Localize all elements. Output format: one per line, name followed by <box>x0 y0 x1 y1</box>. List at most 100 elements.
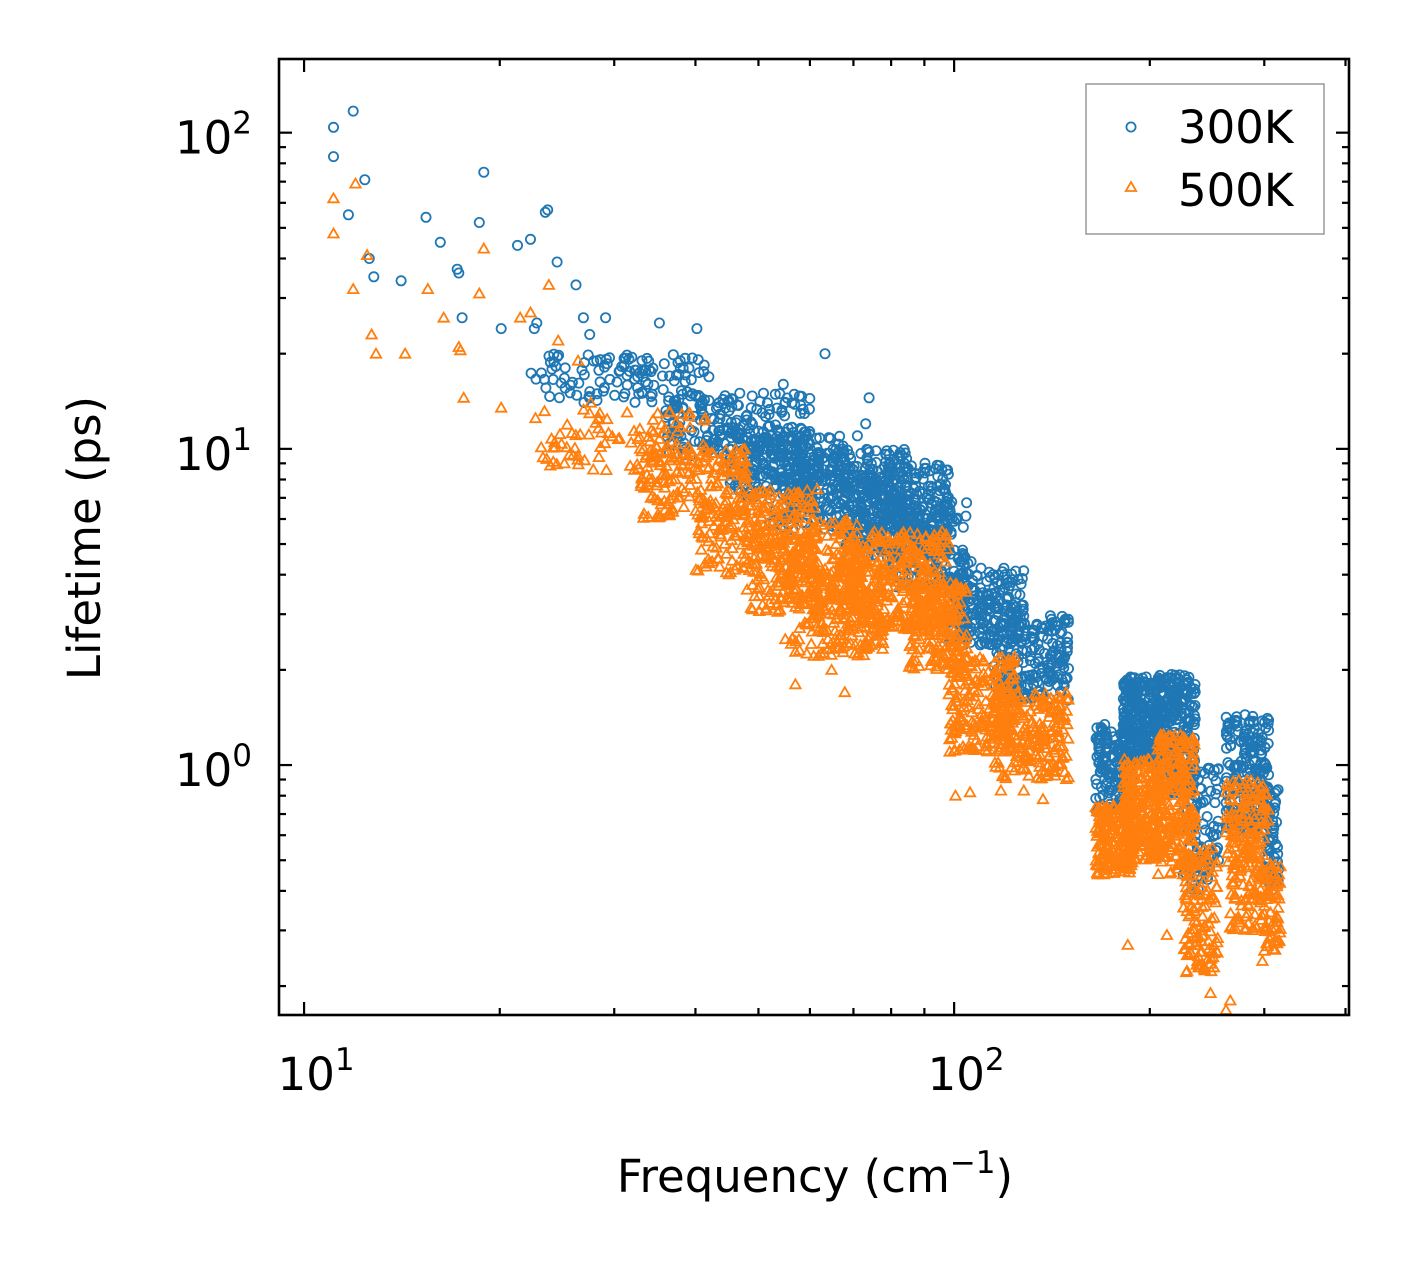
data-point-300k <box>974 582 986 594</box>
data-point-300k <box>368 271 380 283</box>
data-point-300k <box>974 607 986 619</box>
data-point-300k <box>359 174 371 186</box>
data-point-300k <box>559 362 571 374</box>
data-point-300k <box>763 408 775 420</box>
data-point-300k <box>609 389 621 401</box>
data-point-300k <box>528 323 540 335</box>
data-point-300k <box>868 504 880 516</box>
data-point-300k <box>584 386 596 398</box>
data-point-300k <box>555 377 567 389</box>
data-point-300k <box>745 416 757 428</box>
data-point-300k <box>551 256 563 268</box>
data-point-300k <box>1026 644 1038 656</box>
data-point-300k <box>584 328 596 340</box>
data-point-300k <box>961 497 973 509</box>
data-point-300k <box>747 467 759 479</box>
data-point-300k <box>821 468 833 480</box>
data-point-300k <box>616 360 628 372</box>
data-point-300k <box>944 499 956 511</box>
data-point-300k <box>708 433 720 445</box>
data-point-300k <box>840 502 852 514</box>
data-point-300k <box>645 390 657 402</box>
data-point-300k <box>653 317 665 329</box>
data-point-300k <box>917 473 929 485</box>
data-point-300k <box>944 573 956 585</box>
data-point-500k <box>599 463 614 475</box>
data-point-300k <box>1001 627 1013 639</box>
data-point-300k <box>619 387 631 399</box>
data-point-300k <box>814 432 826 444</box>
data-point-300k <box>732 399 744 411</box>
data-point-300k <box>1054 637 1066 649</box>
data-point-300k <box>910 480 922 492</box>
data-point-300k <box>988 626 1000 638</box>
data-point-500k <box>592 450 606 462</box>
data-point-300k <box>897 512 909 524</box>
data-point-300k <box>795 422 807 434</box>
data-point-300k <box>757 470 769 482</box>
data-point-500k <box>537 404 552 417</box>
data-point-300k <box>871 502 883 514</box>
data-point-300k <box>686 352 698 364</box>
data-point-300k <box>712 401 724 413</box>
data-point-300k <box>573 377 585 389</box>
data-point-300k <box>922 488 934 500</box>
data-point-300k <box>1018 565 1030 577</box>
data-point-300k <box>908 482 920 494</box>
data-point-300k <box>843 476 855 488</box>
data-point-300k <box>756 407 768 419</box>
data-point-300k <box>782 432 794 444</box>
data-point-300k <box>658 358 670 370</box>
data-point-300k <box>698 366 710 378</box>
data-point-300k <box>734 387 746 399</box>
data-point-300k <box>899 457 911 469</box>
data-point-300k <box>811 461 823 473</box>
data-point-300k <box>342 209 354 221</box>
data-point-300k <box>806 472 818 484</box>
data-point-300k <box>977 616 989 628</box>
data-point-300k <box>869 492 881 504</box>
data-point-300k <box>857 483 869 495</box>
data-point-300k <box>548 356 560 368</box>
data-point-300k <box>679 376 691 388</box>
data-point-300k <box>796 390 808 402</box>
data-point-300k <box>952 512 964 524</box>
data-point-300k <box>866 464 878 476</box>
data-point-300k <box>1007 629 1019 641</box>
data-point-300k <box>997 584 1009 596</box>
data-point-300k <box>690 389 702 401</box>
data-point-500k <box>646 413 660 425</box>
data-point-300k <box>1013 626 1025 638</box>
data-point-300k <box>1029 657 1041 669</box>
data-point-300k <box>698 359 710 371</box>
data-point-300k <box>905 460 917 472</box>
data-point-300k <box>577 312 589 324</box>
data-point-300k <box>761 397 773 409</box>
series-500k <box>326 176 1288 1015</box>
data-point-300k <box>542 204 554 216</box>
data-point-300k <box>841 459 853 471</box>
data-point-300k <box>977 624 989 636</box>
data-point-300k <box>539 206 551 218</box>
data-point-300k <box>604 373 616 385</box>
data-point-300k <box>888 500 900 512</box>
data-point-300k <box>760 468 772 480</box>
data-point-300k <box>535 367 547 379</box>
data-point-300k <box>434 236 446 248</box>
data-point-300k <box>646 396 658 408</box>
data-point-300k <box>695 399 707 411</box>
data-point-300k <box>685 374 697 386</box>
data-point-300k <box>758 387 770 399</box>
data-point-300k <box>578 369 590 381</box>
data-point-500k <box>534 440 548 453</box>
data-point-300k <box>727 393 739 405</box>
data-point-300k <box>976 610 988 622</box>
data-point-300k <box>766 449 778 461</box>
data-point-300k <box>769 438 781 450</box>
data-point-300k <box>987 569 999 581</box>
data-point-300k <box>859 462 871 474</box>
plot-area <box>326 105 1288 1015</box>
data-point-300k <box>771 402 783 414</box>
data-point-300k <box>779 396 791 408</box>
data-point-500k <box>553 427 567 440</box>
